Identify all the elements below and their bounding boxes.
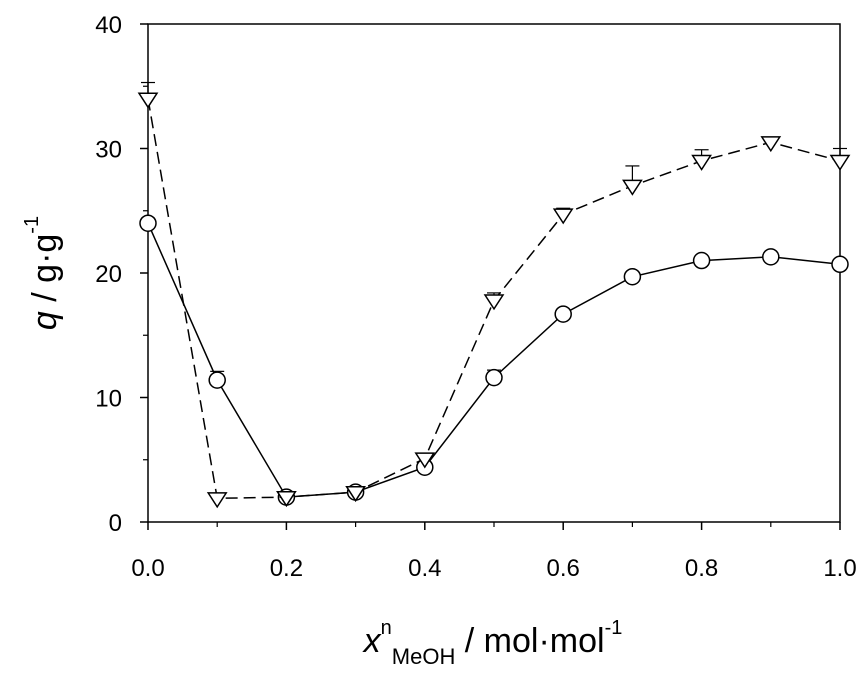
- x-tick-label: 0.6: [547, 555, 580, 582]
- y-tick-label: 20: [95, 261, 122, 288]
- data-point-triangle: [206, 492, 228, 509]
- x-tick-label: 0.8: [685, 555, 718, 582]
- series-line: [147, 222, 841, 498]
- data-point-circle: [692, 251, 711, 270]
- data-point-circle: [623, 267, 642, 286]
- x-tick-label: 0.0: [131, 555, 164, 582]
- data-point-triangle: [276, 490, 297, 508]
- x-axis-title: xnMeOH / mol·mol-1: [362, 617, 623, 669]
- data-point-circle: [208, 371, 226, 389]
- data-point-circle: [762, 248, 780, 266]
- x-tick-label: 1.0: [823, 555, 856, 582]
- data-point-triangle: [622, 179, 643, 196]
- data-point-triangle: [483, 294, 505, 311]
- data-point-triangle: [552, 208, 574, 225]
- data-point-circle: [139, 214, 157, 232]
- y-tick-label: 0: [109, 510, 122, 537]
- y-tick-label: 30: [95, 137, 122, 164]
- series-circle: [139, 214, 849, 506]
- y-axis-title: q / g·g-1: [21, 216, 64, 330]
- data-point-circle: [554, 305, 572, 323]
- plot-frame: [147, 23, 841, 523]
- x-tick-label: 0.4: [408, 555, 441, 582]
- data-point-triangle: [414, 452, 436, 469]
- data-point-triangle: [691, 154, 712, 171]
- data-point-triangle: [760, 136, 782, 153]
- plot-area: [147, 23, 841, 523]
- series-layer: [137, 81, 851, 509]
- axes: 0.0 0.2 0.4 0.6 0.8 1.0 0 10 20 30 40: [95, 12, 856, 582]
- data-point-triangle: [137, 92, 159, 109]
- y-tick-label: 40: [95, 12, 122, 39]
- y-tick-label: 10: [95, 386, 122, 413]
- x-tick-label: 0.2: [270, 555, 303, 582]
- series-triangle-down: [137, 81, 851, 509]
- data-point-triangle: [345, 485, 366, 503]
- data-point-circle: [485, 368, 503, 387]
- data-point-triangle: [829, 154, 851, 171]
- data-point-circle: [831, 255, 849, 274]
